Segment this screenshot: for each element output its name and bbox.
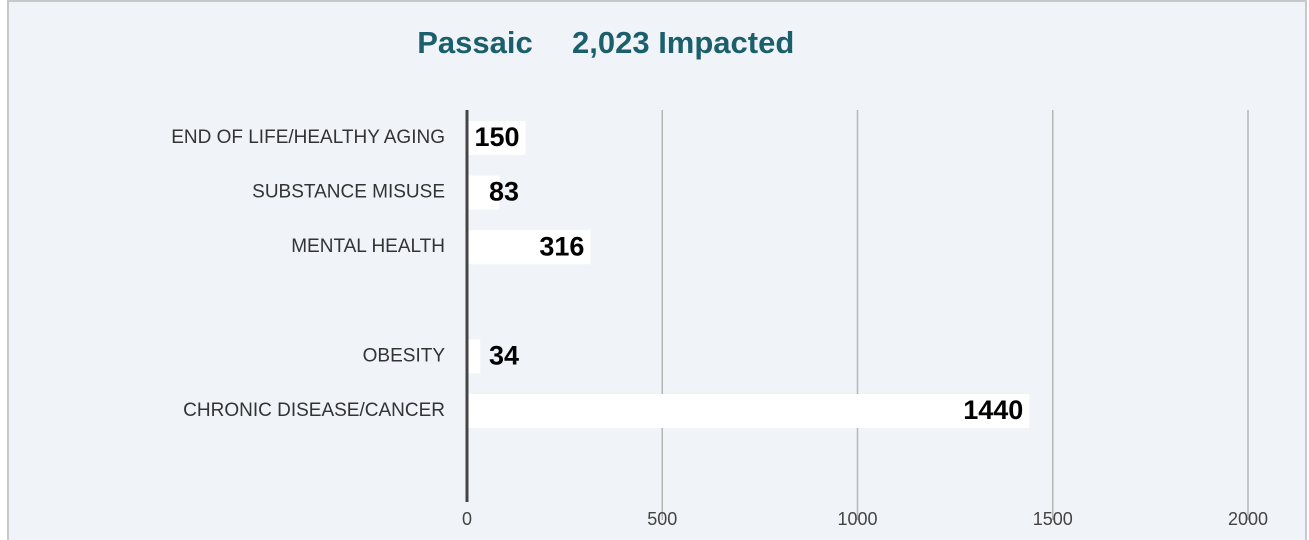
value-label: 83 xyxy=(489,177,519,207)
x-tick-label: 0 xyxy=(462,509,472,529)
chart-subtitle: 2,023 Impacted xyxy=(572,25,794,60)
bar xyxy=(467,121,526,155)
value-label: 150 xyxy=(475,122,520,152)
y-tick-label: MENTAL HEALTH xyxy=(291,236,445,257)
bar xyxy=(467,339,481,374)
y-tick-label: SUBSTANCE MISUSE xyxy=(252,182,445,203)
y-tick-label: OBESITY xyxy=(363,345,446,366)
bar xyxy=(467,394,1030,428)
x-tick-label: 1500 xyxy=(1033,509,1073,529)
x-tick-label: 2000 xyxy=(1228,509,1268,529)
value-label: 34 xyxy=(489,341,519,371)
value-label: 1440 xyxy=(963,395,1023,425)
chart-background xyxy=(7,0,1307,540)
y-tick-label: CHRONIC DISEASE/CANCER xyxy=(183,400,445,421)
x-tick-label: 1000 xyxy=(837,509,877,529)
bar xyxy=(467,230,591,265)
y-tick-label: END OF LIFE/HEALTHY AGING xyxy=(171,127,445,148)
value-label: 316 xyxy=(539,231,584,261)
chart-title: Passaic xyxy=(417,25,533,60)
x-tick-label: 500 xyxy=(647,509,677,529)
bar xyxy=(467,175,500,210)
